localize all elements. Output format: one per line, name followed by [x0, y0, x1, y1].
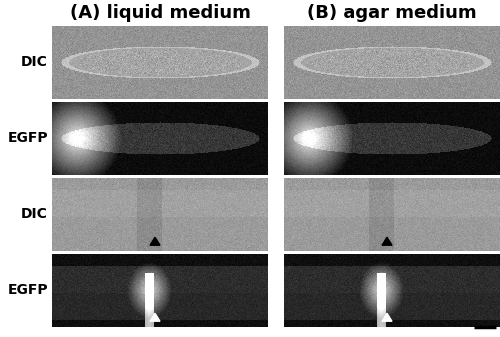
Text: DIC: DIC [21, 56, 48, 69]
Text: (B) agar medium: (B) agar medium [307, 4, 477, 22]
Text: DIC: DIC [21, 208, 48, 221]
Text: EGFP: EGFP [8, 131, 48, 146]
Polygon shape [150, 313, 160, 321]
Polygon shape [150, 237, 160, 245]
Polygon shape [382, 313, 392, 321]
Polygon shape [382, 237, 392, 245]
Text: (A) liquid medium: (A) liquid medium [70, 4, 250, 22]
Text: EGFP: EGFP [8, 283, 48, 298]
